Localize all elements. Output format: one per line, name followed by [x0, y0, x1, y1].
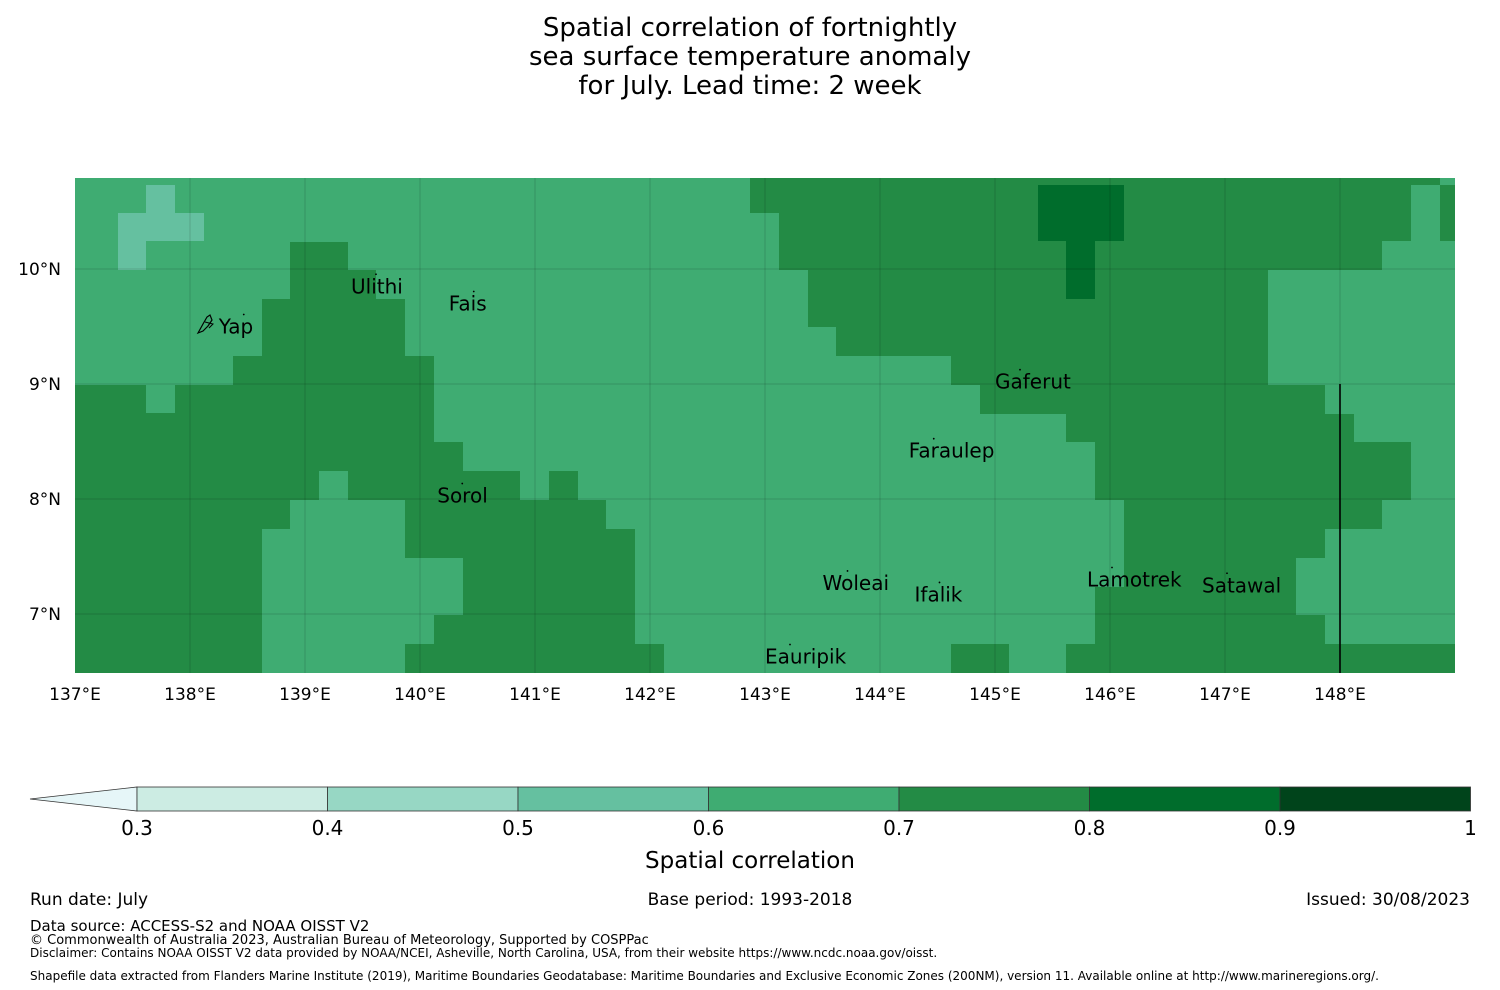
colorbar-segment — [1279, 786, 1471, 812]
place-label: Gaferut — [995, 370, 1071, 394]
shapefile-credit: Shapefile data extracted from Flanders M… — [30, 969, 1379, 983]
place-label: Woleai — [823, 571, 890, 595]
correlation-cell-3 — [1440, 185, 1455, 241]
place-label: Satawal — [1202, 573, 1281, 597]
data-source: Data source: ACCESS-S2 and NOAA OISST V2 — [30, 917, 370, 935]
island-dot — [938, 581, 941, 584]
colorbar-segment — [136, 786, 328, 812]
island-dot — [375, 273, 377, 276]
issued-date: Issued: 30/08/2023 — [1306, 890, 1470, 910]
colorbar-tick-label: 0.9 — [1264, 816, 1296, 840]
island-dot — [1019, 368, 1021, 371]
colorbar-tick-label: 0.8 — [1074, 816, 1106, 840]
lon-tick-label: 146°E — [1084, 685, 1136, 705]
place-label: Ulithi — [351, 274, 403, 298]
place-label: Sorol — [437, 484, 488, 508]
correlation-cells — [75, 178, 1455, 673]
place-label: Lamotrek — [1087, 568, 1182, 592]
place-label: Faraulep — [909, 439, 995, 463]
colorbar-segment — [898, 786, 1090, 812]
colorbar-extend-arrow — [29, 786, 138, 812]
lon-tick-label: 148°E — [1314, 685, 1366, 705]
colorbar-segment — [708, 786, 900, 812]
island-dot — [789, 643, 791, 646]
base-period: Base period: 1993-2018 — [647, 890, 853, 910]
island-dot — [1226, 572, 1228, 575]
title-line-2: sea surface temperature anomaly — [529, 42, 971, 72]
disclaimer: Disclaimer: Contains NOAA OISST V2 data … — [30, 946, 938, 960]
lon-tick-label: 141°E — [509, 685, 561, 705]
colorbar: 0.3 0.4 0.5 0.6 0.7 0.8 0.9 1 — [29, 786, 1477, 840]
island-dot — [242, 313, 245, 316]
lon-tick-label: 143°E — [739, 685, 791, 705]
island-dot — [846, 570, 849, 572]
colorbar-segment — [517, 786, 709, 812]
correlation-cell-6 — [118, 185, 204, 270]
colorbar-tick-label: 1 — [1464, 816, 1477, 840]
colorbar-segment — [327, 786, 519, 812]
place-labels: Yap Ulithi Fais Gaferut Faraulep Sorol Woleai I… — [218, 273, 1281, 669]
lat-tick-label: 7°N — [29, 605, 61, 625]
title-line-1: Spatial correlation of fortnightly — [542, 13, 958, 43]
island-dot — [461, 482, 464, 485]
yap-island-shape — [196, 314, 214, 335]
lon-tick-label: 137°E — [49, 685, 101, 705]
correlation-cell-5 — [1038, 185, 1124, 299]
correlation-cell-0 — [75, 242, 664, 673]
place-label: Eauripik — [765, 645, 847, 669]
lon-tick-label: 144°E — [854, 685, 906, 705]
colorbar-tick-label: 0.5 — [502, 816, 534, 840]
island-dot — [1111, 566, 1113, 569]
island-dot — [472, 290, 475, 293]
correlation-map: Yap Ulithi Fais Gaferut Faraulep Sorol Woleai I… — [75, 178, 1455, 673]
colorbar-tick-label: 0.6 — [693, 816, 725, 840]
lon-tick-label: 147°E — [1199, 685, 1251, 705]
correlation-cell-4 — [951, 644, 1009, 673]
colorbar-tick-label: 0.4 — [312, 816, 344, 840]
lon-tick-label: 145°E — [969, 685, 1021, 705]
lon-tick-label: 142°E — [624, 685, 676, 705]
title-line-3: for July. Lead time: 2 week — [578, 71, 922, 101]
longitude-axis: 137°E 138°E 139°E 140°E 141°E 142°E 143°E 144°E… — [49, 685, 1366, 705]
lon-tick-label: 138°E — [164, 685, 216, 705]
lon-tick-label: 139°E — [279, 685, 331, 705]
copyright: © Commonwealth of Australia 2023, Austra… — [30, 933, 649, 948]
place-label: Ifalik — [915, 582, 963, 606]
latitude-axis: 10°N 9°N 8°N 7°N — [18, 260, 61, 625]
place-label: Yap — [218, 315, 253, 339]
colorbar-tick-label: 0.3 — [121, 816, 153, 840]
colorbar-segment — [1089, 786, 1281, 812]
place-label: Fais — [449, 292, 487, 316]
correlation-cell-1 — [750, 178, 1455, 673]
island-dot — [932, 437, 935, 440]
colorbar-label: Spatial correlation — [645, 848, 855, 874]
correlation-cell-2 — [1181, 500, 1267, 558]
colorbar-tick-label: 0.7 — [883, 816, 915, 840]
map-title: Spatial correlation of fortnightly sea s… — [0, 14, 1500, 101]
lon-tick-label: 140°E — [394, 685, 446, 705]
lat-tick-label: 9°N — [29, 375, 61, 395]
run-date: Run date: July — [30, 890, 149, 910]
lat-tick-label: 10°N — [18, 260, 61, 280]
lat-tick-label: 8°N — [29, 490, 61, 510]
